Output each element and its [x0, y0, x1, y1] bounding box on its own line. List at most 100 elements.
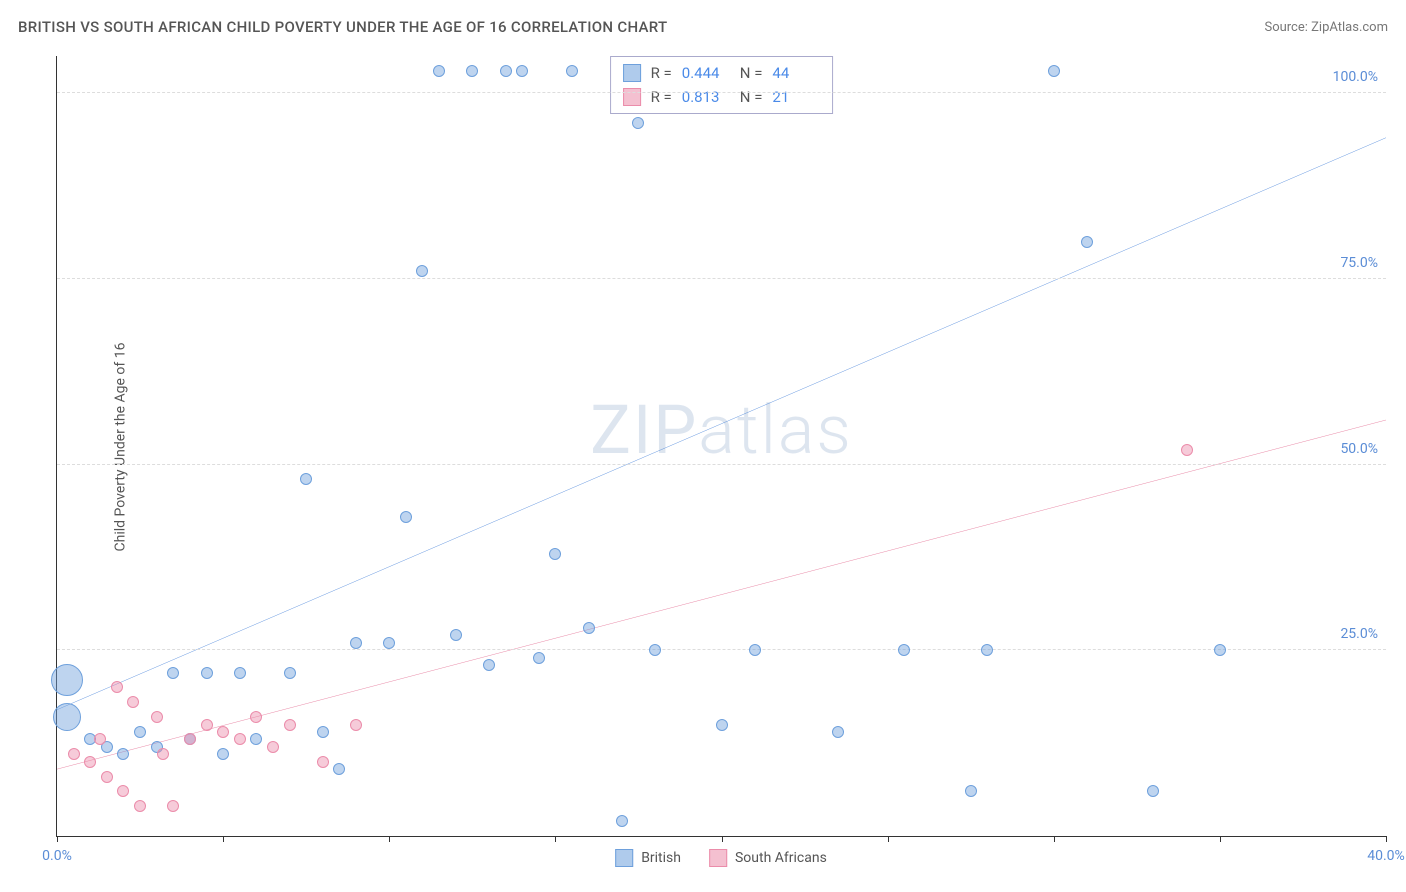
data-point — [68, 748, 80, 760]
data-point — [466, 65, 478, 77]
stats-n-label: N = — [740, 85, 763, 109]
data-point — [549, 548, 561, 560]
trend-line — [57, 138, 1386, 710]
data-point — [1214, 644, 1226, 656]
gridline-h — [57, 464, 1386, 465]
stats-swatch — [623, 88, 641, 106]
stats-r-label: R = — [651, 61, 672, 85]
data-point — [101, 771, 113, 783]
data-point — [533, 652, 545, 664]
data-point — [333, 763, 345, 775]
data-point — [94, 733, 106, 745]
data-point — [250, 711, 262, 723]
stats-n-label: N = — [740, 61, 763, 85]
x-tick-mark — [1054, 836, 1055, 842]
x-tick-mark — [389, 836, 390, 842]
data-point — [1147, 785, 1159, 797]
stats-r-label: R = — [651, 85, 672, 109]
data-point — [127, 696, 139, 708]
stats-n-value: 44 — [772, 61, 820, 85]
x-tick-mark — [888, 836, 889, 842]
data-point — [51, 664, 83, 696]
data-point — [965, 785, 977, 797]
x-tick-mark — [1220, 836, 1221, 842]
correlation-stats-box: R = 0.444 N = 44 R = 0.813 N = 21 — [610, 56, 834, 114]
legend-item: South Africans — [709, 849, 827, 867]
data-point — [616, 815, 628, 827]
data-point — [566, 65, 578, 77]
data-point — [716, 719, 728, 731]
x-tick-mark — [57, 836, 58, 842]
data-point — [134, 800, 146, 812]
legend-label: South Africans — [735, 850, 827, 866]
data-point — [201, 667, 213, 679]
data-point — [300, 473, 312, 485]
data-point — [234, 667, 246, 679]
data-point — [234, 733, 246, 745]
data-point — [483, 659, 495, 671]
x-tick-label: 0.0% — [42, 848, 72, 864]
data-point — [632, 117, 644, 129]
stats-swatch — [623, 64, 641, 82]
stats-n-value: 21 — [772, 85, 820, 109]
legend-swatch — [709, 849, 727, 867]
data-point — [267, 741, 279, 753]
data-point — [383, 637, 395, 649]
data-point — [157, 748, 169, 760]
y-tick-label: 25.0% — [1340, 626, 1378, 642]
data-point — [317, 756, 329, 768]
y-tick-label: 75.0% — [1340, 255, 1378, 271]
data-point — [516, 65, 528, 77]
data-point — [416, 265, 428, 277]
data-point — [184, 733, 196, 745]
plot-container: Child Poverty Under the Age of 16 ZIPatl… — [56, 56, 1386, 837]
data-point — [1181, 444, 1193, 456]
data-point — [284, 667, 296, 679]
data-point — [250, 733, 262, 745]
data-point — [981, 644, 993, 656]
data-point — [433, 65, 445, 77]
data-point — [53, 703, 81, 731]
data-point — [1081, 236, 1093, 248]
data-point — [500, 65, 512, 77]
data-point — [151, 711, 163, 723]
stats-r-value: 0.444 — [682, 61, 730, 85]
chart-title: BRITISH VS SOUTH AFRICAN CHILD POVERTY U… — [18, 18, 667, 36]
data-point — [134, 726, 146, 738]
data-point — [1048, 65, 1060, 77]
stats-r-value: 0.813 — [682, 85, 730, 109]
data-point — [400, 511, 412, 523]
data-point — [350, 637, 362, 649]
data-point — [111, 681, 123, 693]
data-point — [649, 644, 661, 656]
x-tick-label: 40.0% — [1367, 848, 1405, 864]
stats-row: R = 0.813 N = 21 — [623, 85, 821, 109]
x-tick-mark — [555, 836, 556, 842]
data-point — [84, 756, 96, 768]
gridline-h — [57, 649, 1386, 650]
data-point — [201, 719, 213, 731]
data-point — [217, 726, 229, 738]
gridline-h — [57, 278, 1386, 279]
data-point — [350, 719, 362, 731]
chart-header: BRITISH VS SOUTH AFRICAN CHILD POVERTY U… — [18, 18, 1388, 36]
data-point — [832, 726, 844, 738]
stats-row: R = 0.444 N = 44 — [623, 61, 821, 85]
data-point — [749, 644, 761, 656]
data-point — [167, 667, 179, 679]
x-tick-mark — [722, 836, 723, 842]
legend: BritishSouth Africans — [615, 849, 827, 867]
legend-swatch — [615, 849, 633, 867]
data-point — [898, 644, 910, 656]
data-point — [583, 622, 595, 634]
data-point — [117, 785, 129, 797]
source-attribution: Source: ZipAtlas.com — [1264, 20, 1388, 35]
plot-area: ZIPatlas R =0.444N =44R =0.813N =21 25.0… — [56, 56, 1386, 837]
y-tick-label: 100.0% — [1333, 69, 1378, 85]
data-point — [117, 748, 129, 760]
x-tick-mark — [223, 836, 224, 842]
x-tick-mark — [1386, 836, 1387, 842]
data-point — [217, 748, 229, 760]
data-point — [450, 629, 462, 641]
data-point — [317, 726, 329, 738]
